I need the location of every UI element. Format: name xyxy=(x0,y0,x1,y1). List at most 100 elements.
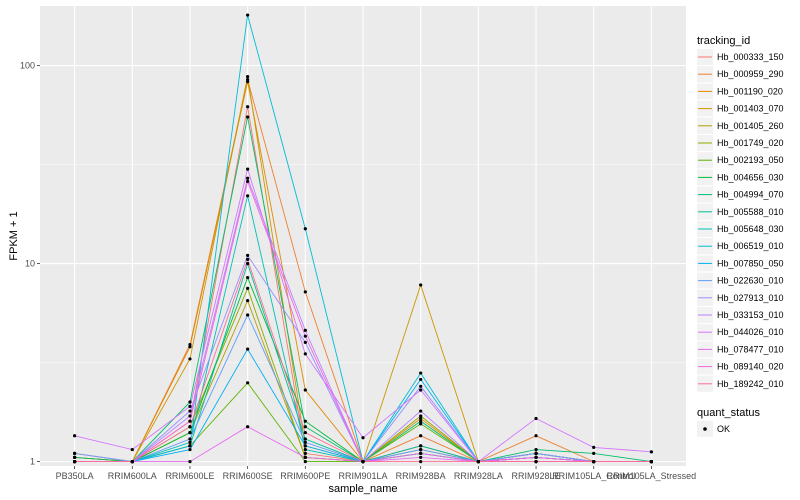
data-point xyxy=(188,440,192,445)
legend-label: Hb_001405_260 xyxy=(717,121,784,131)
data-point xyxy=(419,414,423,418)
data-point xyxy=(303,419,307,423)
data-point xyxy=(246,425,250,429)
data-point xyxy=(246,253,250,258)
data-point xyxy=(188,444,192,448)
legend-item: Hb_001749_020 xyxy=(697,135,784,151)
legend-label: Hb_000333_150 xyxy=(717,52,784,62)
data-point xyxy=(188,431,192,435)
data-point xyxy=(419,451,423,455)
legend-label: Hb_007850_050 xyxy=(717,258,784,268)
y-tick-label: 1 xyxy=(30,457,35,467)
legend-label: Hb_089140_020 xyxy=(717,362,784,372)
data-point xyxy=(419,455,423,459)
data-point xyxy=(246,313,250,317)
x-tick-label: RRIM600LA xyxy=(108,471,157,481)
data-point xyxy=(419,377,423,382)
data-point xyxy=(534,451,538,455)
data-point xyxy=(246,105,250,109)
data-point xyxy=(303,340,307,344)
data-point xyxy=(303,227,307,231)
data-point xyxy=(592,445,596,449)
data-point xyxy=(419,444,423,448)
data-point xyxy=(303,388,307,392)
legend-item: Hb_007850_050 xyxy=(697,255,784,272)
data-point xyxy=(188,342,192,347)
data-point xyxy=(188,409,192,413)
shape-legend-point xyxy=(703,427,707,431)
x-tick-label: RRIM928LE xyxy=(512,471,561,481)
data-point xyxy=(73,459,77,464)
data-point xyxy=(188,345,192,349)
data-point xyxy=(419,371,423,375)
data-point xyxy=(419,388,423,392)
data-point xyxy=(534,434,538,438)
x-tick-label: RRIM600SE xyxy=(223,471,273,481)
data-point xyxy=(188,357,192,361)
data-point xyxy=(419,422,423,426)
legend-label: Hb_189242_010 xyxy=(717,379,784,389)
legend-item: Hb_005588_010 xyxy=(697,203,784,220)
data-point xyxy=(303,437,307,441)
data-point xyxy=(303,444,307,448)
legend-item: Hb_001403_070 xyxy=(697,100,784,117)
data-point xyxy=(188,437,192,441)
data-point xyxy=(73,451,77,455)
y-axis-title: FPKM + 1 xyxy=(8,211,20,260)
x-tick-label: RRIM901LA xyxy=(338,471,387,481)
data-point xyxy=(303,290,307,294)
data-point xyxy=(592,451,596,455)
legend-item: Hb_044026_010 xyxy=(697,324,784,341)
legend-label: Hb_005588_010 xyxy=(717,207,784,217)
data-point xyxy=(303,459,307,464)
x-tick-label: RRIM600PE xyxy=(280,471,330,481)
data-point xyxy=(649,459,653,464)
data-point xyxy=(246,80,250,84)
data-point xyxy=(188,447,192,452)
legend-label: Hb_004656_030 xyxy=(717,172,784,182)
legend-label: Hb_001749_020 xyxy=(717,138,784,148)
legend-label: Hb_078477_010 xyxy=(717,344,784,354)
legend-label: Hb_044026_010 xyxy=(717,327,784,337)
legend-item: Hb_000333_150 xyxy=(697,49,784,65)
y-axis: 1 10 100 xyxy=(20,61,40,467)
data-point xyxy=(419,416,423,421)
legend-item: Hb_078477_010 xyxy=(697,341,784,358)
data-point xyxy=(246,179,250,184)
data-point xyxy=(188,404,192,408)
data-point xyxy=(246,257,250,262)
data-point xyxy=(361,436,365,440)
data-point xyxy=(303,440,307,445)
data-point xyxy=(188,425,192,429)
data-point xyxy=(649,450,653,454)
data-point xyxy=(246,74,250,79)
data-point xyxy=(303,451,307,455)
data-point xyxy=(419,419,423,423)
data-point xyxy=(476,459,480,464)
data-point xyxy=(246,194,250,198)
data-point xyxy=(303,328,307,332)
data-point xyxy=(246,299,250,303)
data-point xyxy=(361,459,365,464)
legend-label: Hb_000959_290 xyxy=(717,69,784,79)
y-tick-label: 100 xyxy=(20,61,35,71)
data-point xyxy=(73,455,77,459)
legend: tracking_id Hb_000333_150Hb_000959_290Hb… xyxy=(697,35,784,437)
legend-item: Hb_001405_260 xyxy=(697,117,784,134)
data-point xyxy=(419,283,423,287)
shape-legend-title: quant_status xyxy=(697,407,760,419)
data-point xyxy=(419,434,423,438)
data-point xyxy=(592,459,596,464)
data-point xyxy=(303,455,307,459)
data-point xyxy=(130,447,134,452)
y-tick-label: 10 xyxy=(25,259,35,269)
data-point xyxy=(246,286,250,290)
data-point xyxy=(188,414,192,418)
legend-item: Hb_005648_030 xyxy=(697,221,784,237)
data-point xyxy=(246,261,250,266)
data-point xyxy=(534,416,538,421)
legend-item: Hb_002193_050 xyxy=(697,152,784,169)
data-point xyxy=(303,425,307,429)
legend-item: Hb_027913_010 xyxy=(697,289,784,306)
data-point xyxy=(419,459,423,464)
